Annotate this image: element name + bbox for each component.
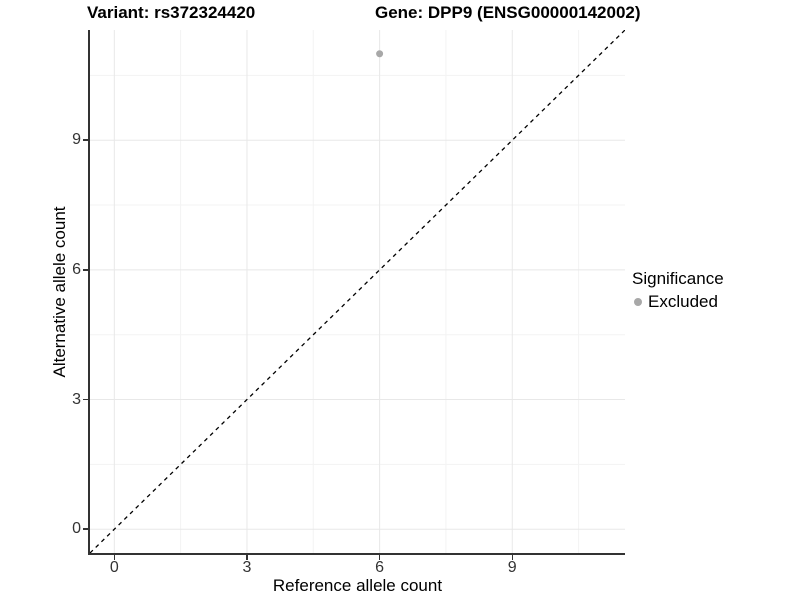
data-point: [376, 50, 384, 58]
x-tick-label: 9: [507, 559, 517, 576]
y-tick-label: 0: [72, 520, 81, 538]
legend-title: Significance: [632, 269, 724, 288]
y-tick-mark: [83, 528, 88, 530]
y-tick-label: 6: [72, 260, 81, 278]
x-tick-mark: [113, 555, 116, 560]
x-tick-mark: [246, 555, 248, 560]
y-axis-title: Alternative allele count: [50, 206, 69, 378]
y-tick-label: 3: [72, 390, 81, 408]
legend-item-excluded: Excluded: [632, 292, 724, 312]
excluded-point-icon: [634, 298, 642, 306]
y-tick-mark: [83, 269, 88, 271]
x-axis-title: Reference allele count: [272, 576, 443, 595]
y-tick-mark: [83, 139, 88, 141]
y-tick-mark: [83, 398, 88, 401]
plot-panel: [88, 30, 625, 555]
x-tick-label: 6: [375, 559, 385, 576]
identity-line: [90, 30, 625, 553]
gene-title: Gene: DPP9 (ENSG00000142002): [375, 3, 641, 22]
x-tick-mark: [511, 555, 513, 560]
x-tick-label: 3: [242, 559, 252, 576]
x-tick-label: 0: [109, 559, 119, 576]
y-tick-label: 9: [72, 131, 81, 149]
variant-title: Variant: rs372324420: [87, 3, 256, 22]
scatter-plot-canvas: [90, 30, 625, 553]
legend: Significance Excluded: [632, 269, 724, 312]
legend-item-label: Excluded: [648, 292, 718, 311]
x-tick-mark: [378, 555, 381, 560]
